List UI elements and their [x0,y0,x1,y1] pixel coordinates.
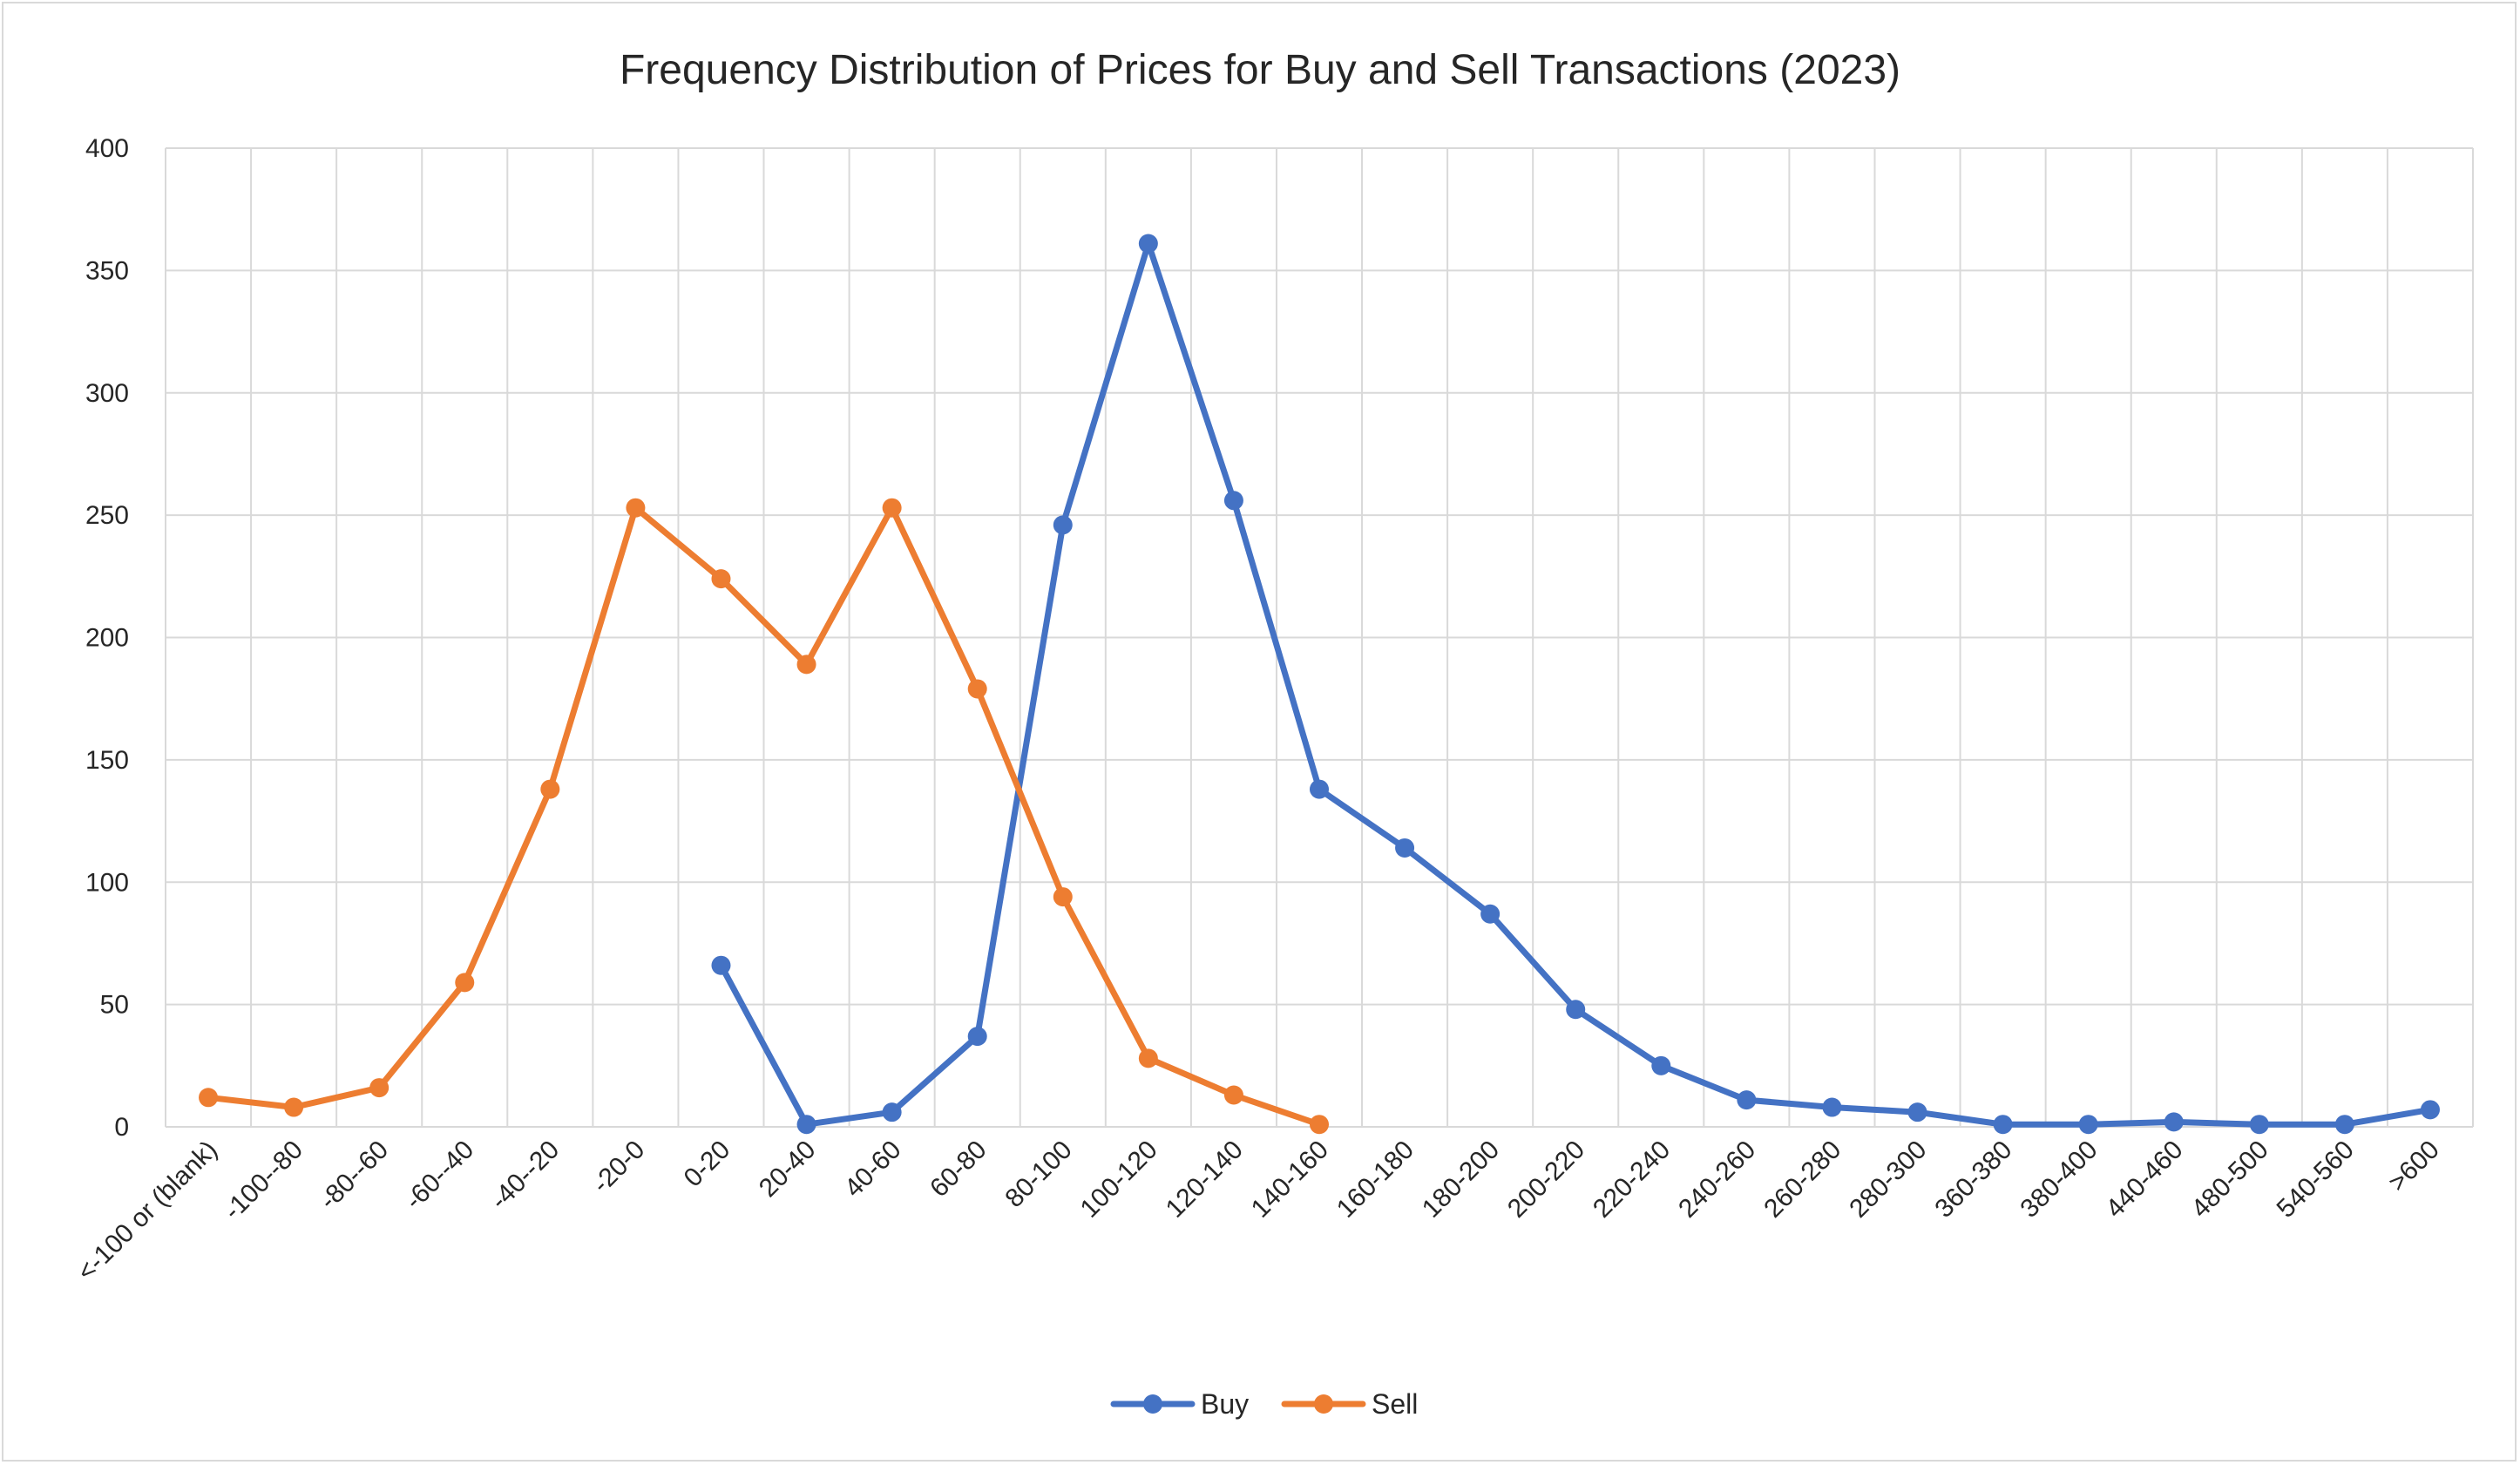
chart-title: Frequency Distribution of Prices for Buy… [620,47,1900,93]
x-tick-label: 20-40 [754,1136,822,1204]
buy-data-point [1138,234,1158,254]
sell-data-point [1138,1048,1158,1068]
buy-data-point [1651,1055,1671,1075]
buy-data-point [1737,1090,1757,1110]
y-tick-label: 400 [85,134,129,163]
sell-data-point [1310,1115,1329,1135]
x-tick-label: 260-280 [1758,1136,1846,1224]
buy-data-point [1993,1115,2013,1135]
x-tick-label: 120-140 [1161,1136,1249,1224]
legend: Buy Sell [1110,1388,1418,1420]
sell-data-point [455,973,475,993]
x-tick-label: 100-120 [1075,1136,1163,1224]
y-tick-label: 100 [85,868,129,897]
sell-data-point [967,679,987,699]
buy-legend-marker [1143,1394,1162,1414]
buy-data-point [1310,779,1329,799]
y-tick-label: 300 [85,379,129,408]
buy-legend-label: Buy [1201,1388,1249,1420]
x-tick-label: <-100 or (blank) [71,1136,223,1287]
y-tick-label: 350 [85,256,129,285]
x-tick-label: 380-400 [2015,1136,2103,1224]
buy-data-point [1395,838,1415,858]
buy-data-point [1480,904,1500,924]
y-tick-label: 200 [85,624,129,653]
x-tick-label: -60--40 [399,1136,479,1216]
y-axis-ticks: 0 50 100 150 200 250 300 350 400 [85,134,129,1142]
x-tick-label: 140-160 [1246,1136,1334,1224]
sell-data-point [284,1097,304,1117]
buy-data-point [1822,1097,1842,1117]
x-axis-ticks: <-100 or (blank)-100--80 -80--60 -60--40 -4… [71,1136,2445,1287]
sell-data-point [796,655,816,675]
sell-data-point [711,569,731,589]
buy-data-point [1053,515,1073,535]
sell-data-point [1053,887,1073,907]
sell-legend-label: Sell [1372,1388,1418,1420]
x-tick-label: 360-380 [1929,1136,2017,1224]
buy-data-point [2164,1112,2184,1132]
y-tick-label: 50 [100,991,129,1020]
buy-data-point [2249,1115,2269,1135]
sell-data-point [540,779,560,799]
sell-data-point [1223,1085,1243,1105]
x-tick-label: -40--20 [485,1136,566,1216]
x-tick-label: 440-460 [2100,1136,2188,1224]
y-tick-label: 250 [85,501,129,530]
y-tick-label: 0 [114,1113,129,1142]
x-tick-label: -100--80 [219,1136,309,1226]
x-tick-label: 180-200 [1417,1136,1505,1224]
y-tick-label: 150 [85,746,129,775]
buy-data-point [711,955,731,975]
x-tick-label: 220-240 [1588,1136,1676,1224]
x-tick-label: -80--60 [314,1136,394,1216]
x-tick-label: 80-100 [999,1136,1077,1213]
x-tick-label: 60-80 [925,1136,992,1204]
buy-data-point [1907,1102,1927,1122]
x-tick-label: 0-20 [679,1136,736,1193]
buy-data-point [2334,1115,2354,1135]
x-tick-label: 200-220 [1502,1136,1590,1224]
buy-data-point [1223,491,1243,511]
series [199,234,2440,1135]
buy-data-point [967,1027,987,1047]
buy-data-point [1566,1000,1586,1020]
x-tick-label: 240-260 [1673,1136,1761,1224]
buy-data-point [2078,1115,2098,1135]
x-tick-label: -20-0 [586,1136,650,1199]
buy-data-point [882,1102,902,1122]
sell-legend-marker [1314,1394,1333,1414]
x-tick-label: 40-60 [839,1136,907,1204]
buy-data-point [796,1115,816,1135]
sell-data-point [199,1088,219,1108]
sell-data-point [882,498,902,518]
buy-data-point [2420,1100,2440,1120]
x-tick-label: 280-300 [1844,1136,1932,1224]
sell-series-line [205,505,1323,1128]
x-tick-label: >600 [2383,1136,2445,1197]
x-tick-label: 540-560 [2272,1136,2360,1224]
x-tick-label: 480-500 [2186,1136,2274,1224]
sell-data-point [626,498,646,518]
x-tick-label: 160-180 [1331,1136,1419,1224]
grid [165,147,2474,1128]
sell-data-point [369,1078,390,1098]
